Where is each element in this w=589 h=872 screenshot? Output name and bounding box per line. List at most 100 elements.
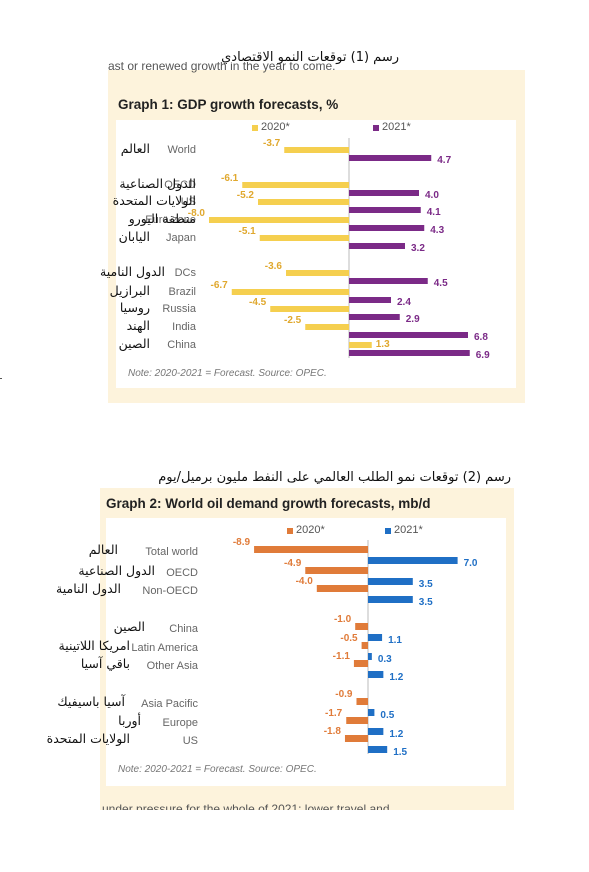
graph1-bar-2020 — [209, 217, 349, 223]
graph1-bar-2021 — [349, 207, 421, 213]
graph2-arabic-title: رسم (2) توقعات نمو الطلب العالمي على الن… — [158, 470, 511, 485]
graph2-category-label: Latin America — [131, 642, 198, 654]
graph2-bar-2021 — [368, 578, 413, 585]
graph2-value-2021: 7.0 — [464, 558, 478, 569]
graph2-category-label: US — [182, 735, 198, 747]
graph1-value-2021: 4.0 — [425, 190, 439, 201]
graph2-legend-2020-swatch — [287, 528, 293, 534]
graph1-arabic-category-label: الدول النامية — [100, 264, 165, 279]
graph2-bar-2021 — [368, 746, 388, 753]
graph2-legend-2021: 2021* — [394, 524, 423, 536]
graph1-value-2021: 4.3 — [430, 225, 444, 236]
graph2-value-2020: -0.9 — [335, 689, 353, 700]
graph2-value-2020: -1.0 — [334, 614, 352, 625]
graph1-category-label: India — [172, 321, 196, 333]
graph2-value-2020: -0.5 — [340, 633, 358, 644]
graph2-arabic-category-label: أوربا — [118, 713, 141, 728]
graph1-bar-2020 — [259, 235, 349, 241]
graph1-category-label: US — [180, 196, 196, 208]
graph1-value-2021: 4.1 — [427, 207, 441, 218]
graph1-arabic-category-label: الهند — [126, 318, 150, 333]
graph2-arabic-category-label: باقي آسيا — [80, 656, 130, 671]
graph1-bar-2020 — [349, 342, 372, 348]
graph1-bar-2020 — [231, 289, 349, 295]
graph1-value-2020: -3.7 — [263, 138, 281, 149]
graph2-bar-2020 — [305, 567, 368, 574]
graph1-value-2021: 4.5 — [434, 278, 448, 289]
graph2-value-2021: 1.1 — [388, 635, 402, 646]
graph2-bar-2021 — [368, 671, 384, 678]
graph1-arabic-category-label: الولايات المتحدة — [112, 193, 196, 208]
graph2-bar-2020 — [355, 623, 368, 630]
graph2-bar-2021 — [368, 634, 383, 641]
graph1-value-2021: 2.9 — [406, 314, 420, 325]
graph1-bar-2021 — [349, 297, 391, 303]
graph2-value-2021: 0.3 — [378, 654, 392, 665]
graph2-arabic-category-label: آسيا باسيفيك — [57, 694, 125, 709]
graph1-arabic-category-label: روسيا — [119, 300, 150, 315]
graph1-bar-2020 — [258, 199, 349, 205]
graph1-category-label: Euro-zone — [145, 214, 196, 226]
graph2-category-label: China — [169, 623, 198, 635]
graph1-legend-2021-swatch — [373, 125, 379, 131]
graph2-value-2020: -8.9 — [233, 537, 251, 548]
graph1-value-2020: -5.2 — [237, 190, 255, 201]
graph2-panel: Graph 2: World oil demand growth forecas… — [100, 488, 514, 810]
graph1-category-label: Russia — [162, 303, 196, 315]
graph2-value-2021: 0.5 — [380, 710, 394, 721]
graph2-bar-2020 — [346, 717, 368, 724]
graph1-plot-area — [116, 120, 516, 388]
graph2-value-2021: 3.5 — [419, 579, 433, 590]
graph1-value-2021: 6.9 — [476, 350, 490, 361]
graph2-bar-2020 — [316, 585, 368, 592]
graph2-category-label: OECD — [166, 567, 198, 579]
graph2-category-label: Other Asia — [146, 660, 198, 672]
graph1-bar-2021 — [349, 243, 405, 249]
graph2-category-label: Total world — [145, 546, 198, 558]
graph1-title: Graph 1: GDP growth forecasts, % — [118, 97, 339, 112]
graph2-value-2021: 1.5 — [393, 747, 407, 758]
graph1-bar-2020 — [305, 324, 349, 330]
graph2-arabic-category-label: العالم — [88, 542, 118, 557]
graph1-category-label: OECD — [164, 179, 196, 191]
graph2-arabic-category-label: الولايات المتحدة — [46, 731, 130, 746]
graph2-value-2020: -1.8 — [324, 726, 342, 737]
graph2-bar-2021 — [368, 596, 413, 603]
graph1-arabic-category-label: العالم — [120, 141, 150, 156]
graph1-category-label: Japan — [166, 232, 196, 244]
graph2-bar-2021 — [368, 557, 458, 564]
graph1-arabic-category-label: البرازيل — [109, 283, 150, 298]
graph1-bar-2020 — [242, 182, 349, 188]
graph1-bar-2020 — [270, 306, 349, 312]
graph2-arabic-category-label: امريكا اللاتينية — [58, 638, 130, 653]
graph2-title: Graph 2: World oil demand growth forecas… — [106, 496, 431, 511]
graph2-bar-2021 — [368, 728, 384, 735]
graph1-value-2020: -6.7 — [211, 280, 229, 291]
graph2-value-2021: 1.2 — [389, 729, 403, 740]
graph1-category-label: DCs — [174, 267, 196, 279]
graph2-bar-2020 — [361, 642, 368, 649]
graph2-bar-2020 — [356, 698, 368, 705]
graph1-value-2021: 4.7 — [437, 155, 451, 166]
graph2-legend-2021-swatch — [385, 528, 391, 534]
graph1-bar-2020 — [286, 270, 349, 276]
graph2-category-label: Asia Pacific — [141, 698, 198, 710]
graph2-legend-2020: 2020* — [296, 524, 325, 536]
graph1-legend-2021: 2021* — [382, 121, 411, 133]
graph2-bar-2021 — [368, 709, 375, 716]
graph2-note: Note: 2020-2021 = Forecast. Source: OPEC… — [118, 764, 317, 775]
graph1-arabic-category-label: منطقة اليورو — [128, 211, 196, 226]
graph1-value-2020: -3.6 — [265, 261, 283, 272]
graph1-value-2021: 3.2 — [411, 243, 425, 254]
graph1-bar-2020 — [284, 147, 349, 153]
graph1-category-label: Brazil — [168, 286, 196, 298]
graph2-arabic-category-label: الدول النامية — [56, 581, 121, 596]
graph2-category-label: Europe — [162, 717, 198, 729]
graph1-bar-2021 — [349, 314, 400, 320]
graph1-arabic-category-label: الصين — [118, 336, 150, 351]
graph1-value-2021: 2.4 — [397, 297, 411, 308]
graph2-bottom-cut-text: under pressure for the whole of 2021: lo… — [102, 802, 390, 810]
graph1-value-2020: -6.1 — [221, 173, 239, 184]
